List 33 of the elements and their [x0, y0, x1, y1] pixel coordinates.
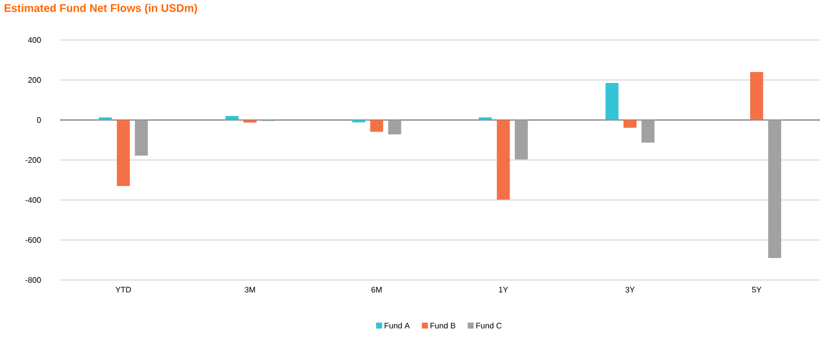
y-tick-label: 400	[28, 37, 41, 43]
bar	[768, 120, 782, 258]
y-tick-label: -800	[26, 277, 41, 283]
legend-label: Fund A	[384, 322, 410, 328]
bar	[226, 116, 239, 120]
legend-label: Fund B	[430, 322, 456, 328]
y-tick-label: -600	[26, 237, 41, 243]
chart-title: Estimated Fund Net Flows (in USDm)	[4, 4, 198, 14]
x-tick-label: 3M	[244, 286, 255, 293]
bar	[478, 117, 492, 120]
x-tick-label: 5Y	[752, 286, 762, 292]
bar	[134, 120, 148, 156]
x-tick-label: YTD	[116, 286, 131, 292]
bar	[244, 120, 257, 123]
x-tick-label: 3Y	[625, 286, 635, 293]
y-tick-label: 0	[37, 117, 41, 123]
bar	[514, 120, 528, 160]
x-tick-label: 1Y	[499, 286, 508, 292]
y-tick-label: 200	[28, 77, 41, 83]
bar	[388, 120, 402, 134]
bar	[98, 117, 112, 120]
bar	[605, 83, 618, 120]
y-tick-label: -400	[26, 197, 41, 203]
bar	[116, 120, 130, 186]
bar	[641, 120, 654, 143]
legend-label: Fund C	[476, 322, 502, 328]
y-tick-label: -200	[26, 157, 41, 163]
bar	[496, 120, 510, 200]
bar	[370, 120, 384, 132]
x-tick-label: 6M	[372, 286, 382, 293]
bar	[750, 72, 764, 120]
bar	[623, 120, 636, 128]
bar	[352, 120, 366, 122]
